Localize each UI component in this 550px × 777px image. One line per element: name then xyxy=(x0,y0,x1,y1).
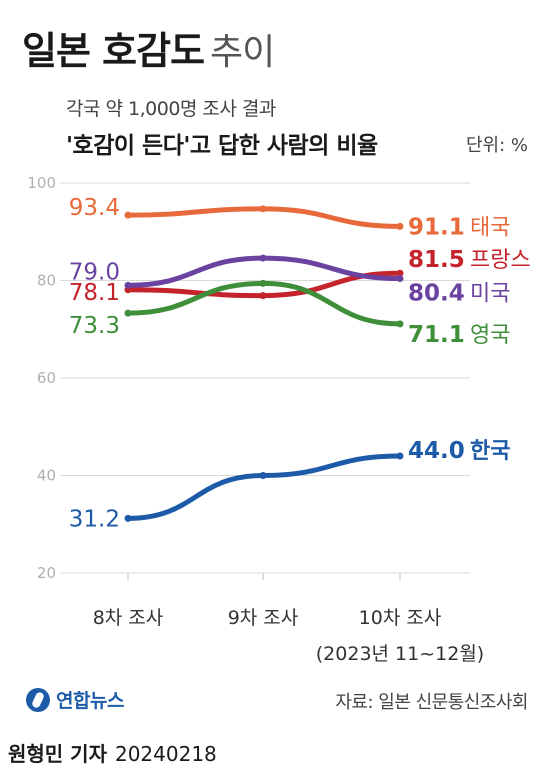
data-point-3-2 xyxy=(396,320,404,328)
data-label-0-end: 91.1 xyxy=(408,214,465,240)
x-tick-label: 9차 조사 xyxy=(228,607,299,629)
series-name-0: 태국 xyxy=(470,215,510,240)
data-label-4-start: 31.2 xyxy=(69,506,120,532)
x-tick-label: 10차 조사 xyxy=(359,607,442,629)
series-points xyxy=(124,205,404,522)
data-labels: 93.4 91.1 태국 78.1 81.5 프랑스 79.0 80.4 미국 73.3 71.1 영… xyxy=(69,195,531,532)
y-tick-label: 20 xyxy=(37,564,56,582)
x-tick-label: 8차 조사 xyxy=(93,607,164,629)
series-name-4: 한국 xyxy=(470,439,510,464)
data-label-2-end: 80.4 xyxy=(408,281,465,307)
data-label-2-start: 79.0 xyxy=(69,259,120,285)
data-label-1-end: 81.5 xyxy=(408,247,465,273)
data-point-0-0 xyxy=(124,211,132,219)
data-point-1-1 xyxy=(259,292,267,300)
x-axis-ticks: 8차 조사 9차 조사 10차 조사 (2023년 11~12월) xyxy=(93,573,484,665)
page-title: 일본 호감도 추이 xyxy=(22,20,275,75)
series-name-1: 프랑스 xyxy=(470,248,531,273)
data-label-3-start: 73.3 xyxy=(69,313,120,339)
credit-line: 원형민 기자 20240218 xyxy=(8,738,217,767)
data-point-4-0 xyxy=(124,514,132,522)
series-line-4 xyxy=(125,453,403,521)
agency-logo: 연합뉴스 xyxy=(26,686,124,713)
headline: '호감이 든다'고 답한 사람의 비율 xyxy=(66,133,378,159)
y-tick-label: 60 xyxy=(37,369,56,387)
data-point-1-2 xyxy=(396,269,404,277)
series-name-3: 영국 xyxy=(470,323,510,348)
publish-date: 20240218 xyxy=(114,742,217,766)
data-point-3-0 xyxy=(124,309,132,317)
y-tick-label: 80 xyxy=(37,272,56,290)
title-bold: 일본 호감도 xyxy=(22,29,205,73)
data-point-3-1 xyxy=(259,279,267,287)
data-point-2-2 xyxy=(396,275,404,283)
data-label-1-start: 78.1 xyxy=(69,280,120,306)
data-point-4-1 xyxy=(259,472,267,479)
data-label-3-end: 71.1 xyxy=(408,322,465,348)
y-tick-label: 100 xyxy=(27,174,56,192)
y-axis-ticks: 20 40 60 80 100 xyxy=(27,174,56,582)
x-tick-note: (2023년 11~12월) xyxy=(316,643,484,665)
author-name: 원형민 기자 xyxy=(8,742,107,766)
unit-label: 단위: % xyxy=(465,135,528,156)
data-point-4-2 xyxy=(396,452,404,460)
data-label-0-start: 93.4 xyxy=(69,195,120,221)
data-point-2-1 xyxy=(259,254,267,262)
data-point-2-0 xyxy=(124,281,132,289)
source-note: 자료: 일본 신문통신조사회 xyxy=(335,692,528,713)
y-tick-label: 40 xyxy=(37,467,56,485)
title-light: 추이 xyxy=(210,32,275,73)
logo-text: 연합뉴스 xyxy=(56,690,124,712)
series-name-2: 미국 xyxy=(470,282,510,307)
data-point-0-1 xyxy=(259,205,267,213)
grid-lines xyxy=(60,182,470,574)
subtitle: 각국 약 1,000명 조사 결과 xyxy=(66,98,276,120)
logo-icon xyxy=(26,687,50,712)
data-point-0-2 xyxy=(396,222,404,230)
line-chart: 20 40 60 80 100 8차 조사 9차 조사 10차 조사 (2023년 11~12… xyxy=(27,174,531,665)
data-label-4-end: 44.0 xyxy=(408,438,465,464)
